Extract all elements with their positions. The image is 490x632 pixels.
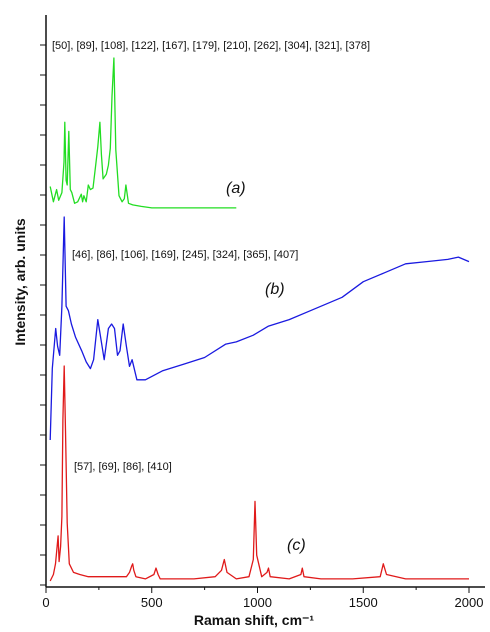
- curve-label-b: (b): [265, 281, 285, 298]
- annotations: [50], [89], [108], [122], [167], [179], …: [52, 40, 370, 554]
- x-tick-label: 2000: [455, 595, 484, 610]
- peak-list-b: [46], [86], [106], [169], [245], [324], …: [72, 249, 298, 261]
- x-axis-title: Raman shift, cm⁻¹: [194, 612, 315, 628]
- peak-list-a: [50], [89], [108], [122], [167], [179], …: [52, 40, 370, 52]
- curve-label-c: (c): [287, 537, 306, 554]
- axes: 0 500 1000 1500 2000: [40, 15, 485, 610]
- curve-label-a: (a): [226, 180, 246, 197]
- x-tick-label: 0: [42, 595, 49, 610]
- series-line-b: [49, 216, 470, 441]
- plot-area: [49, 57, 470, 582]
- x-tick-label: 1500: [349, 595, 378, 610]
- x-tick-label: 1000: [243, 595, 272, 610]
- y-axis-title: Intensity, arb. units: [12, 218, 28, 346]
- series-line-c: [49, 365, 469, 582]
- series-line-a: [49, 57, 237, 209]
- x-tick-label: 500: [141, 595, 163, 610]
- peak-list-c: [57], [69], [86], [410]: [74, 461, 172, 473]
